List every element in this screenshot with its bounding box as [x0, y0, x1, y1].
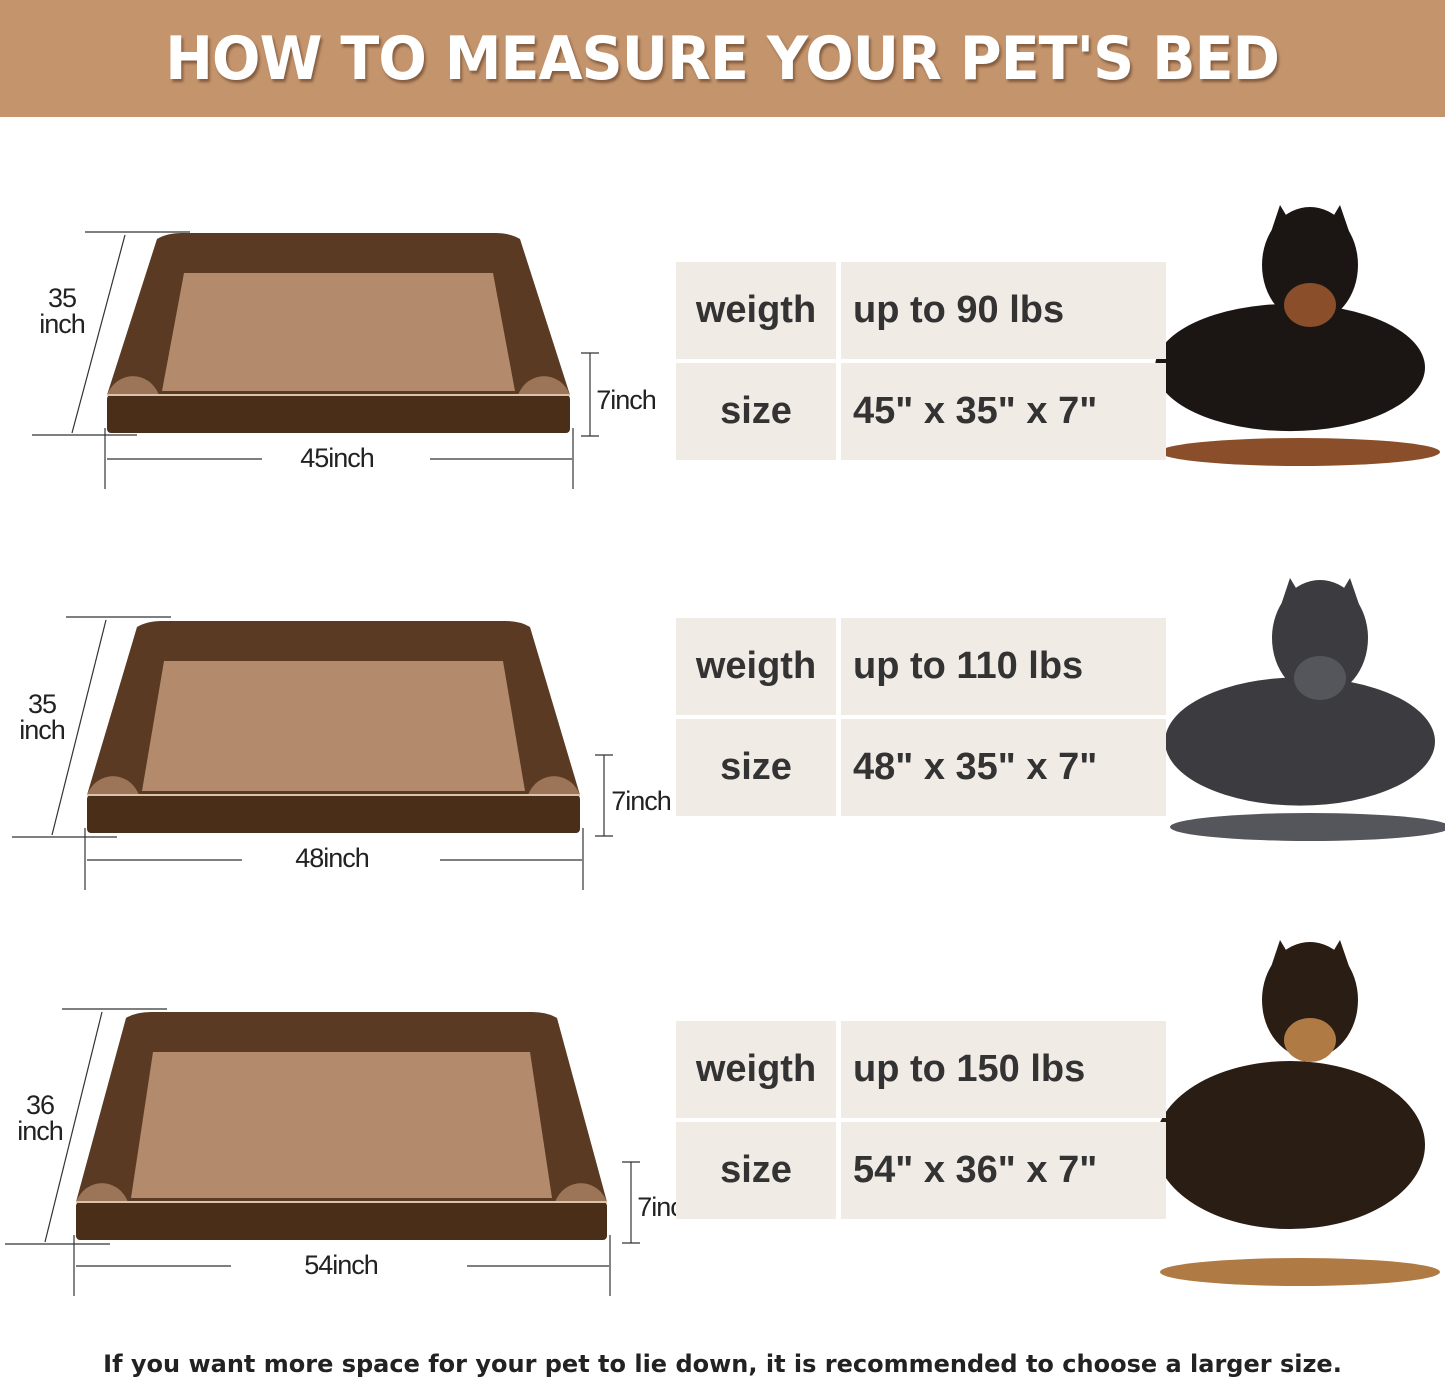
- size-value-cell: 54" x 36" x 7": [841, 1122, 1166, 1219]
- weight-label-cell: weigth: [676, 1021, 836, 1118]
- bolster-end: [518, 376, 570, 395]
- dog-muzzle: [1284, 283, 1336, 327]
- bed-base: [107, 395, 570, 433]
- weight-value-cell: up to 150 lbs: [841, 1021, 1166, 1118]
- dog-ear: [1280, 578, 1305, 608]
- size-value-cell: 48" x 35" x 7": [841, 719, 1166, 816]
- dog-muzzle: [1294, 656, 1346, 700]
- depth-dimension-line: [44, 1011, 103, 1243]
- size-label-cell: size: [676, 363, 836, 460]
- depth-label: 35 inch: [19, 689, 66, 745]
- height-label: 7inch: [596, 385, 657, 415]
- bolster-end: [107, 376, 159, 395]
- bed-illustration: [87, 621, 580, 833]
- bed-cushion: [162, 273, 515, 391]
- bolster-end: [76, 1183, 128, 1202]
- dog-ear: [1335, 578, 1362, 613]
- depth-label: 35 inch: [39, 283, 86, 339]
- dog-body: [1155, 1061, 1425, 1229]
- bolster-end: [555, 1183, 607, 1202]
- footer-note: If you want more space for your pet to l…: [103, 1350, 1342, 1378]
- size-label-cell: size: [676, 719, 836, 816]
- page-title: HOW TO MEASURE YOUR PET'S BED: [165, 23, 1281, 94]
- height-label: 7inch: [611, 786, 672, 816]
- dog-ear: [1270, 940, 1295, 970]
- weight-value-cell: up to 110 lbs: [841, 618, 1166, 715]
- bed-cushion: [131, 1052, 552, 1198]
- width-label: 48inch: [295, 843, 370, 873]
- doberman-dog-icon: [1155, 205, 1440, 466]
- bed-base: [76, 1202, 607, 1240]
- size-label-cell: size: [676, 1122, 836, 1219]
- bed-cushion: [142, 661, 525, 791]
- dog-head: [1272, 580, 1368, 696]
- width-label: 45inch: [300, 443, 375, 473]
- bed-illustration: [107, 233, 570, 433]
- dog-ear: [1325, 205, 1352, 240]
- dog-ear: [1270, 205, 1295, 235]
- dog-head: [1262, 942, 1358, 1058]
- dog-head: [1262, 207, 1358, 323]
- german-shepherd-dog-icon: [1155, 940, 1440, 1286]
- dog-front-legs: [1160, 438, 1440, 466]
- bed-illustration: [76, 1012, 607, 1240]
- weight-value-cell: up to 90 lbs: [841, 262, 1166, 359]
- dog-front-legs: [1170, 813, 1445, 841]
- bolster-end: [87, 776, 139, 795]
- dog-body: [1155, 303, 1425, 432]
- dog-body: [1165, 677, 1435, 806]
- size-value-cell: 45" x 35" x 7": [841, 363, 1166, 460]
- great-dane-dog-icon: [1165, 578, 1445, 841]
- depth-dimension-line: [71, 234, 126, 434]
- weight-label-cell: weigth: [676, 618, 836, 715]
- dog-muzzle: [1284, 1018, 1336, 1062]
- depth-label: 36 inch: [17, 1090, 64, 1146]
- header-banner: HOW TO MEASURE YOUR PET'S BED: [0, 0, 1445, 117]
- bolster-end: [528, 776, 580, 795]
- bed-base: [87, 795, 580, 833]
- weight-label-cell: weigth: [676, 262, 836, 359]
- depth-dimension-line: [51, 619, 107, 836]
- dog-ear: [1325, 940, 1352, 975]
- dog-front-legs: [1160, 1258, 1440, 1286]
- width-label: 54inch: [304, 1250, 379, 1280]
